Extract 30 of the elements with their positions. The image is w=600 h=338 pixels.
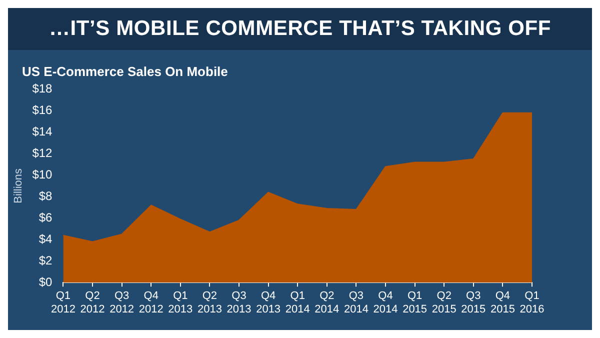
y-tick-label: $16 <box>32 103 53 117</box>
y-tick-label: $2 <box>38 253 53 268</box>
x-tick-label: Q1 2013 <box>168 290 193 316</box>
x-tick-label: Q1 2012 <box>50 290 76 316</box>
y-tick-label: $10 <box>32 167 53 182</box>
x-tick-label: Q3 2014 <box>344 290 368 316</box>
y-tick-label: $6 <box>38 210 53 224</box>
x-tick-label: Q3 2012 <box>110 290 134 316</box>
y-tick-label: $4 <box>38 232 53 246</box>
x-tick-label: Q2 2013 <box>197 290 222 316</box>
x-tick-label: Q2 2012 <box>80 290 105 316</box>
x-tick-label: Q2 2014 <box>314 290 340 316</box>
x-tick-label: Q2 2015 <box>432 290 456 316</box>
x-tick-label: Q1 2016 <box>520 290 544 316</box>
x-tick-label: Q1 2014 <box>285 290 310 316</box>
y-tick-label: $8 <box>38 188 53 203</box>
x-tick-label: Q4 2012 <box>138 290 164 316</box>
y-tick-label: $0 <box>38 274 53 289</box>
chart-subtitle: US E-Commerce Sales On Mobile <box>21 63 229 79</box>
x-tick-label: Q1 2015 <box>402 290 428 316</box>
y-tick-label: $18 <box>32 82 53 96</box>
x-tick-label: Q3 2013 <box>226 290 252 316</box>
y-axis-title: Billions <box>12 168 25 204</box>
x-tick-label: Q4 2013 <box>256 290 281 316</box>
y-tick-label: $12 <box>32 146 53 160</box>
x-tick-label: Q3 2015 <box>461 290 486 316</box>
x-tick-label: Q4 2015 <box>490 290 515 316</box>
y-tick-label: $14 <box>32 124 53 138</box>
x-tick-label: Q4 2014 <box>373 290 398 316</box>
chart-title: …IT’S MOBILE COMMERCE THAT’S TAKING OFF <box>8 8 592 50</box>
